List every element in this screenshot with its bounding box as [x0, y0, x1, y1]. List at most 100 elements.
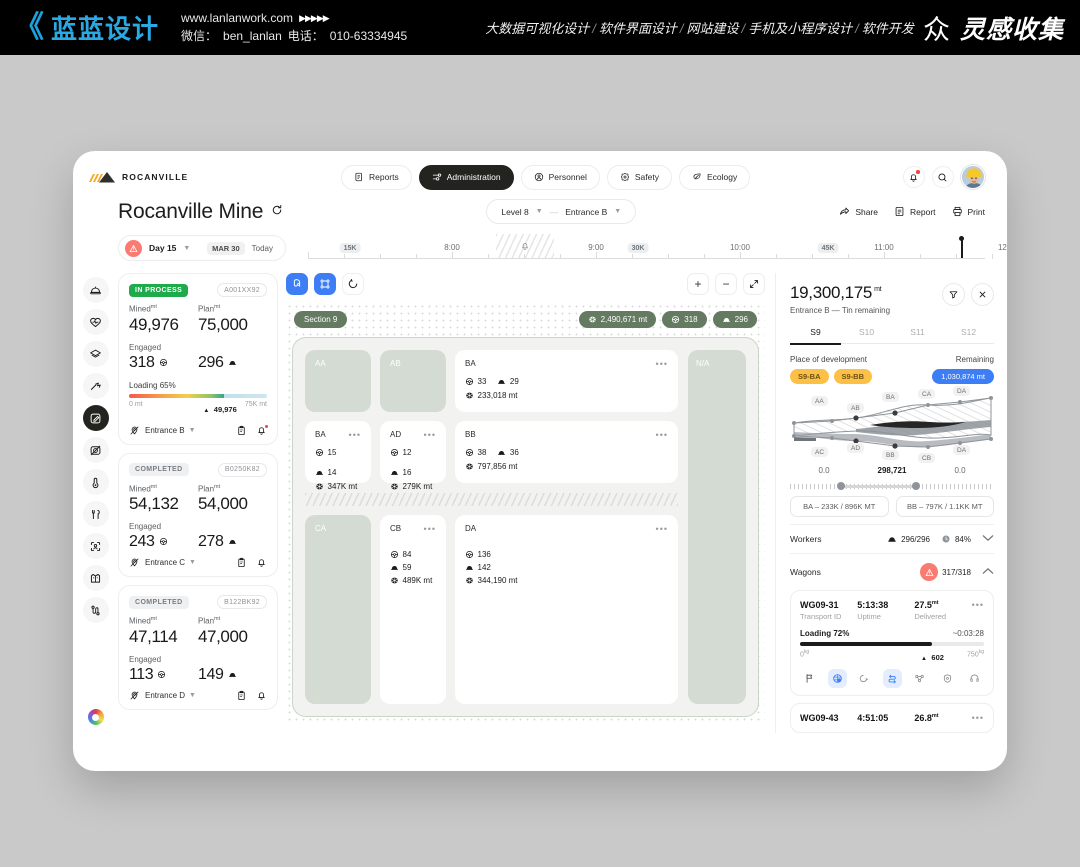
rail-item-map-edit[interactable] [82, 405, 109, 431]
tab-ecology[interactable]: Ecology [679, 164, 751, 190]
dev-chip-s9-ba[interactable]: S9-BA [790, 369, 829, 385]
gear-icon [620, 172, 629, 182]
mine-card[interactable]: IN PROCESS A001XX92 Minedmt 49,976 Planm… [118, 273, 278, 445]
wagon-tool-grid-person[interactable] [827, 669, 847, 688]
rail-item-tools[interactable] [82, 501, 109, 527]
tile-menu-icon[interactable]: ••• [423, 523, 436, 534]
section-label[interactable]: Section 9 [294, 311, 348, 328]
tab-s9[interactable]: S9 [810, 327, 821, 337]
tab-s12[interactable]: S12 [960, 327, 977, 337]
filter-button[interactable] [942, 283, 965, 306]
mine-card[interactable]: COMPLETED B122BK92 Minedmt 47,114 Planmt… [118, 585, 278, 710]
share-button[interactable]: Share [839, 206, 878, 217]
tab-safety[interactable]: Safety [606, 164, 672, 190]
segment-ba[interactable]: BA – 233K / 896K MT [790, 496, 889, 517]
tile-ba-1[interactable]: BA ••• 33 [455, 350, 678, 412]
seam-label-ab: AB [847, 403, 864, 414]
chevron-up-icon[interactable] [982, 567, 994, 577]
tab-s11[interactable]: S11 [910, 327, 925, 337]
tile-menu-icon[interactable]: ••• [348, 429, 361, 440]
plan-metric: Planmt 47,000 [198, 616, 267, 647]
wagon-delivered-unit: mt [931, 600, 939, 606]
tile-ab[interactable]: AB [380, 350, 446, 412]
rail-item-layers[interactable] [82, 341, 109, 367]
tile-name: DA [465, 524, 477, 533]
color-ring-icon[interactable] [87, 709, 104, 725]
notifications-button[interactable] [902, 166, 925, 188]
clipboard-icon[interactable] [236, 557, 247, 568]
engaged-workers: 296 [198, 353, 267, 372]
rail-item-scan-person[interactable] [82, 533, 109, 559]
wagon-tool-shield[interactable] [938, 669, 957, 688]
tile-menu-icon[interactable]: ••• [655, 429, 668, 440]
helmet-icon [498, 380, 506, 384]
day-selector[interactable]: Day 15 ▼ MAR 30 Today [118, 235, 286, 261]
wagon-card[interactable]: WG09-43 4:51:05 26.8mt ••• [790, 703, 994, 733]
card-bell-wrap[interactable] [256, 424, 268, 436]
wagon-tool-cursor[interactable] [855, 669, 874, 688]
map-tool-magnet[interactable] [286, 273, 308, 295]
tab-s10[interactable]: S10 [858, 327, 875, 337]
tile-ca[interactable]: CA [305, 515, 371, 704]
timeline-axis[interactable]: 15K 30K 45K 8:00 9:00 10:00 11:00 12:00 … [308, 233, 1007, 263]
tile-cb[interactable]: CB ••• 84 [380, 515, 446, 704]
rail-item-helmet[interactable] [82, 277, 109, 303]
dev-chip-s9-bb[interactable]: S9-BB [833, 369, 873, 385]
tab-administration[interactable]: Administration [418, 164, 514, 190]
mine-card[interactable]: COMPLETED B0250K82 Minedmt 54,132 Planmt… [118, 452, 278, 578]
bell-icon[interactable] [256, 690, 267, 701]
user-avatar[interactable] [960, 165, 985, 189]
timeline-now-marker[interactable] [959, 236, 964, 258]
rail-item-route[interactable] [82, 597, 109, 623]
tab-personnel[interactable]: Personnel [520, 164, 600, 190]
tile-menu-icon[interactable]: ••• [655, 358, 668, 369]
level-entrance-selector[interactable]: Level 8 ▼ — Entrance B ▼ [486, 199, 637, 224]
search-button[interactable] [931, 166, 954, 188]
tile-da[interactable]: DA ••• 136 [455, 515, 678, 704]
engaged-workers-value: 278 [198, 533, 224, 551]
segment-bb[interactable]: BB – 797K / 1.1KK MT [895, 496, 994, 517]
wagon-tool-nodes[interactable] [910, 669, 929, 688]
wagon-menu-icon[interactable]: ••• [971, 713, 985, 723]
rail-item-globe-off[interactable] [82, 437, 109, 463]
bell-icon[interactable] [256, 557, 267, 568]
seam-diagram[interactable]: AA AB BA CA DA AC AD BB CB DA [790, 386, 994, 464]
rail-item-drill[interactable] [82, 373, 109, 399]
map-canvas[interactable]: Section 9 2,490,671 mt 318 296 [286, 303, 765, 723]
wagons-section[interactable]: Wagons 317/318 [790, 553, 994, 590]
wagon-tool-flag[interactable] [800, 669, 819, 688]
rail-item-vest[interactable] [82, 565, 109, 591]
tile-na[interactable]: N/A [688, 350, 746, 704]
wagon-card[interactable]: WG09-31 Transport ID 5:13:38 Uptime 27.5… [790, 590, 994, 696]
range-handle-right[interactable] [912, 482, 921, 491]
workers-section[interactable]: Workers 296/296 84% [790, 524, 994, 553]
timeline-label-1: 9:00 [588, 243, 604, 252]
close-button[interactable] [971, 283, 994, 306]
clipboard-icon[interactable] [236, 425, 247, 436]
print-button[interactable]: Print [952, 206, 985, 217]
wagon-tool-route-swap[interactable] [882, 669, 902, 688]
chevron-down-icon[interactable] [982, 534, 994, 544]
tile-ad[interactable]: AD ••• 12 [380, 421, 446, 491]
map-tool-node-graph[interactable] [314, 273, 336, 295]
wagon-tool-headset[interactable] [965, 669, 984, 688]
tile-ba-2[interactable]: BA ••• 15 [305, 421, 371, 491]
range-handle-left[interactable] [836, 482, 845, 491]
tab-reports[interactable]: Reports [340, 164, 412, 190]
tile-bb[interactable]: BB ••• 38 [455, 421, 678, 483]
tile-menu-icon[interactable]: ••• [655, 523, 668, 534]
zoom-out-button[interactable]: − [715, 273, 737, 295]
tile-menu-icon[interactable]: ••• [423, 429, 436, 440]
clipboard-icon[interactable] [236, 690, 247, 701]
zoom-in-button[interactable]: + [687, 273, 709, 295]
seam-range-slider[interactable] [790, 480, 994, 491]
fullscreen-button[interactable] [743, 273, 765, 295]
rail-item-heart-pulse[interactable] [82, 309, 109, 335]
rail-item-thermometer[interactable] [82, 469, 109, 495]
report-button[interactable]: Report [894, 206, 936, 217]
wagon-menu-icon[interactable]: ••• [971, 600, 985, 610]
map-tool-refresh[interactable] [342, 273, 364, 295]
tile-aa[interactable]: AA [305, 350, 371, 412]
timeline-label-4: 12:00 [997, 243, 1007, 252]
refresh-icon[interactable] [271, 203, 283, 221]
